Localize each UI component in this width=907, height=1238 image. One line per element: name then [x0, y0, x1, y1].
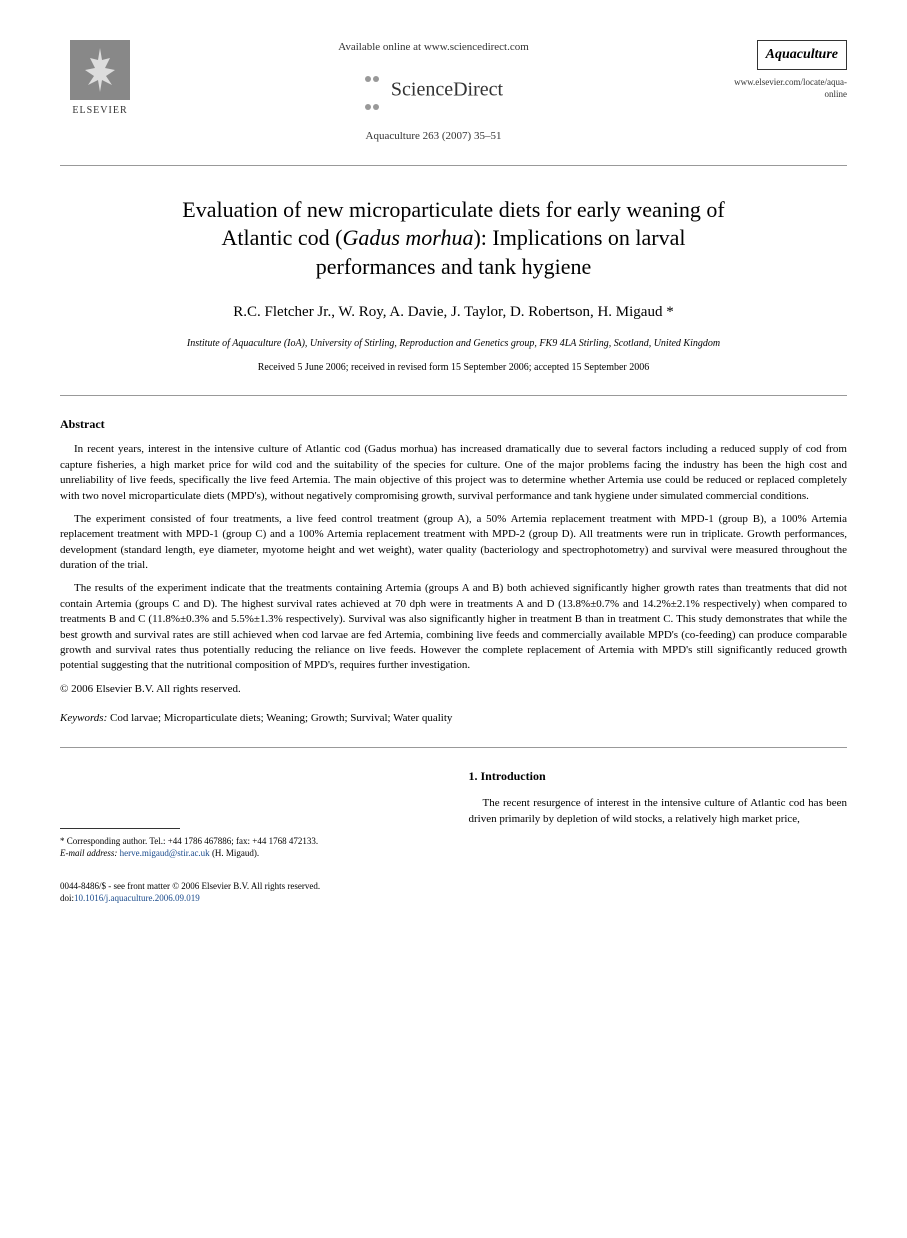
header-row: ELSEVIER Available online at www.science…: [60, 40, 847, 145]
title-line1: Evaluation of new microparticulate diets…: [182, 197, 724, 222]
authors-list: R.C. Fletcher Jr., W. Roy, A. Davie, J. …: [60, 302, 847, 323]
title-line2-suffix: ): Implications on larval: [473, 225, 685, 250]
page-footer: 0044-8486/$ - see front matter © 2006 El…: [60, 880, 847, 905]
abstract-para-2: The experiment consisted of four treatme…: [60, 512, 847, 574]
title-line3: performances and tank hygiene: [316, 254, 592, 279]
email-suffix: (H. Migaud).: [210, 848, 260, 858]
sciencedirect-logo: ScienceDirect: [140, 63, 727, 119]
affiliation: Institute of Aquaculture (IoA), Universi…: [60, 337, 847, 351]
email-link[interactable]: herve.migaud@stir.ac.uk: [120, 848, 210, 858]
available-online-text: Available online at www.sciencedirect.co…: [140, 40, 727, 55]
article-title: Evaluation of new microparticulate diets…: [100, 196, 807, 282]
right-column: 1. Introduction The recent resurgence of…: [469, 768, 848, 860]
title-line2-prefix: Atlantic cod (: [222, 225, 343, 250]
copyright-text: © 2006 Elsevier B.V. All rights reserved…: [60, 682, 847, 697]
title-divider: [60, 395, 847, 396]
left-column: * Corresponding author. Tel.: +44 1786 4…: [60, 768, 439, 860]
doi-label: doi:: [60, 893, 74, 903]
article-dates: Received 5 June 2006; received in revise…: [60, 361, 847, 375]
corresponding-author-footnote: * Corresponding author. Tel.: +44 1786 4…: [60, 835, 439, 860]
two-column-layout: * Corresponding author. Tel.: +44 1786 4…: [60, 768, 847, 860]
journal-reference: Aquaculture 263 (2007) 35–51: [140, 129, 727, 144]
footnote-divider: [60, 828, 180, 829]
journal-logo-block: Aquaculture www.elsevier.com/locate/aqua…: [727, 40, 847, 101]
journal-url[interactable]: www.elsevier.com/locate/aqua-online: [727, 76, 847, 101]
header-divider: [60, 165, 847, 166]
elsevier-tree-icon: [70, 40, 130, 100]
corresponding-author-text: * Corresponding author. Tel.: +44 1786 4…: [60, 835, 439, 848]
abstract-heading: Abstract: [60, 416, 847, 433]
center-header: Available online at www.sciencedirect.co…: [140, 40, 727, 145]
doi-link[interactable]: 10.1016/j.aquaculture.2006.09.019: [74, 893, 200, 903]
keywords-line: Keywords: Cod larvae; Microparticulate d…: [60, 711, 847, 726]
keywords-text: Cod larvae; Microparticulate diets; Wean…: [107, 712, 452, 724]
keywords-label: Keywords:: [60, 712, 107, 724]
elsevier-text: ELSEVIER: [60, 104, 140, 118]
sciencedirect-dots-icon: [364, 63, 380, 119]
introduction-heading: 1. Introduction: [469, 768, 848, 785]
abstract-divider: [60, 747, 847, 748]
sciencedirect-text: ScienceDirect: [391, 79, 503, 101]
abstract-para-3: The results of the experiment indicate t…: [60, 581, 847, 673]
introduction-para-1: The recent resurgence of interest in the…: [469, 796, 848, 828]
title-species-italic: Gadus morhua: [342, 225, 473, 250]
abstract-para-1: In recent years, interest in the intensi…: [60, 442, 847, 504]
email-label: E-mail address:: [60, 848, 117, 858]
journal-name-box: Aquaculture: [757, 40, 847, 70]
issn-line: 0044-8486/$ - see front matter © 2006 El…: [60, 880, 847, 893]
elsevier-logo: ELSEVIER: [60, 40, 140, 118]
